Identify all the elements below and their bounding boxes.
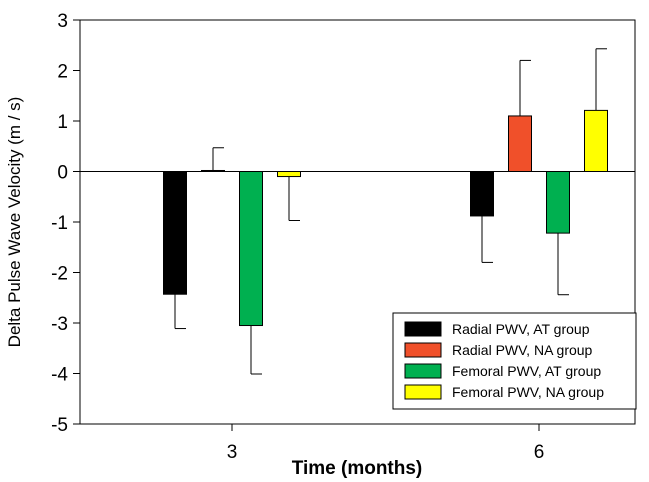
bar [163, 171, 187, 295]
legend-swatch [404, 342, 442, 358]
y-tick-label: 2 [57, 62, 68, 83]
bar [508, 115, 532, 172]
legend-label: Radial PWV, AT group [452, 321, 590, 337]
y-tick-label: -1 [51, 213, 68, 234]
legend-label: Radial PWV, NA group [452, 342, 593, 358]
y-tick-label: -4 [51, 365, 68, 386]
y-tick-label: -2 [51, 264, 68, 285]
bar [239, 171, 263, 327]
y-tick-label: 0 [57, 163, 68, 184]
legend: Radial PWV, AT group Radial PWV, NA group… [392, 312, 637, 410]
bar [584, 109, 608, 172]
y-tick-label: -5 [51, 415, 68, 436]
bar [546, 171, 570, 234]
bars-group [163, 109, 608, 327]
x-tick-label: 6 [534, 442, 545, 463]
y-axis-ticks: -5 -4 -3 -2 -1 0 1 2 3 [51, 11, 80, 436]
legend-swatch [404, 363, 442, 379]
x-axis-label: Time (months) [292, 458, 423, 479]
x-tick-label: 3 [227, 442, 238, 463]
y-tick-label: 3 [57, 11, 68, 32]
legend-swatch [404, 321, 442, 337]
y-axis-label: Delta Pulse Wave Velocity (m / s) [5, 97, 24, 348]
y-tick-label: 1 [57, 112, 68, 133]
bar [470, 171, 494, 217]
bar [277, 171, 301, 178]
error-bars-group [174, 48, 607, 375]
legend-label: Femoral PWV, AT group [452, 363, 601, 379]
y-tick-label: -3 [51, 314, 68, 335]
legend-swatch [404, 384, 442, 400]
legend-label: Femoral PWV, NA group [452, 384, 604, 400]
bar [201, 169, 225, 173]
